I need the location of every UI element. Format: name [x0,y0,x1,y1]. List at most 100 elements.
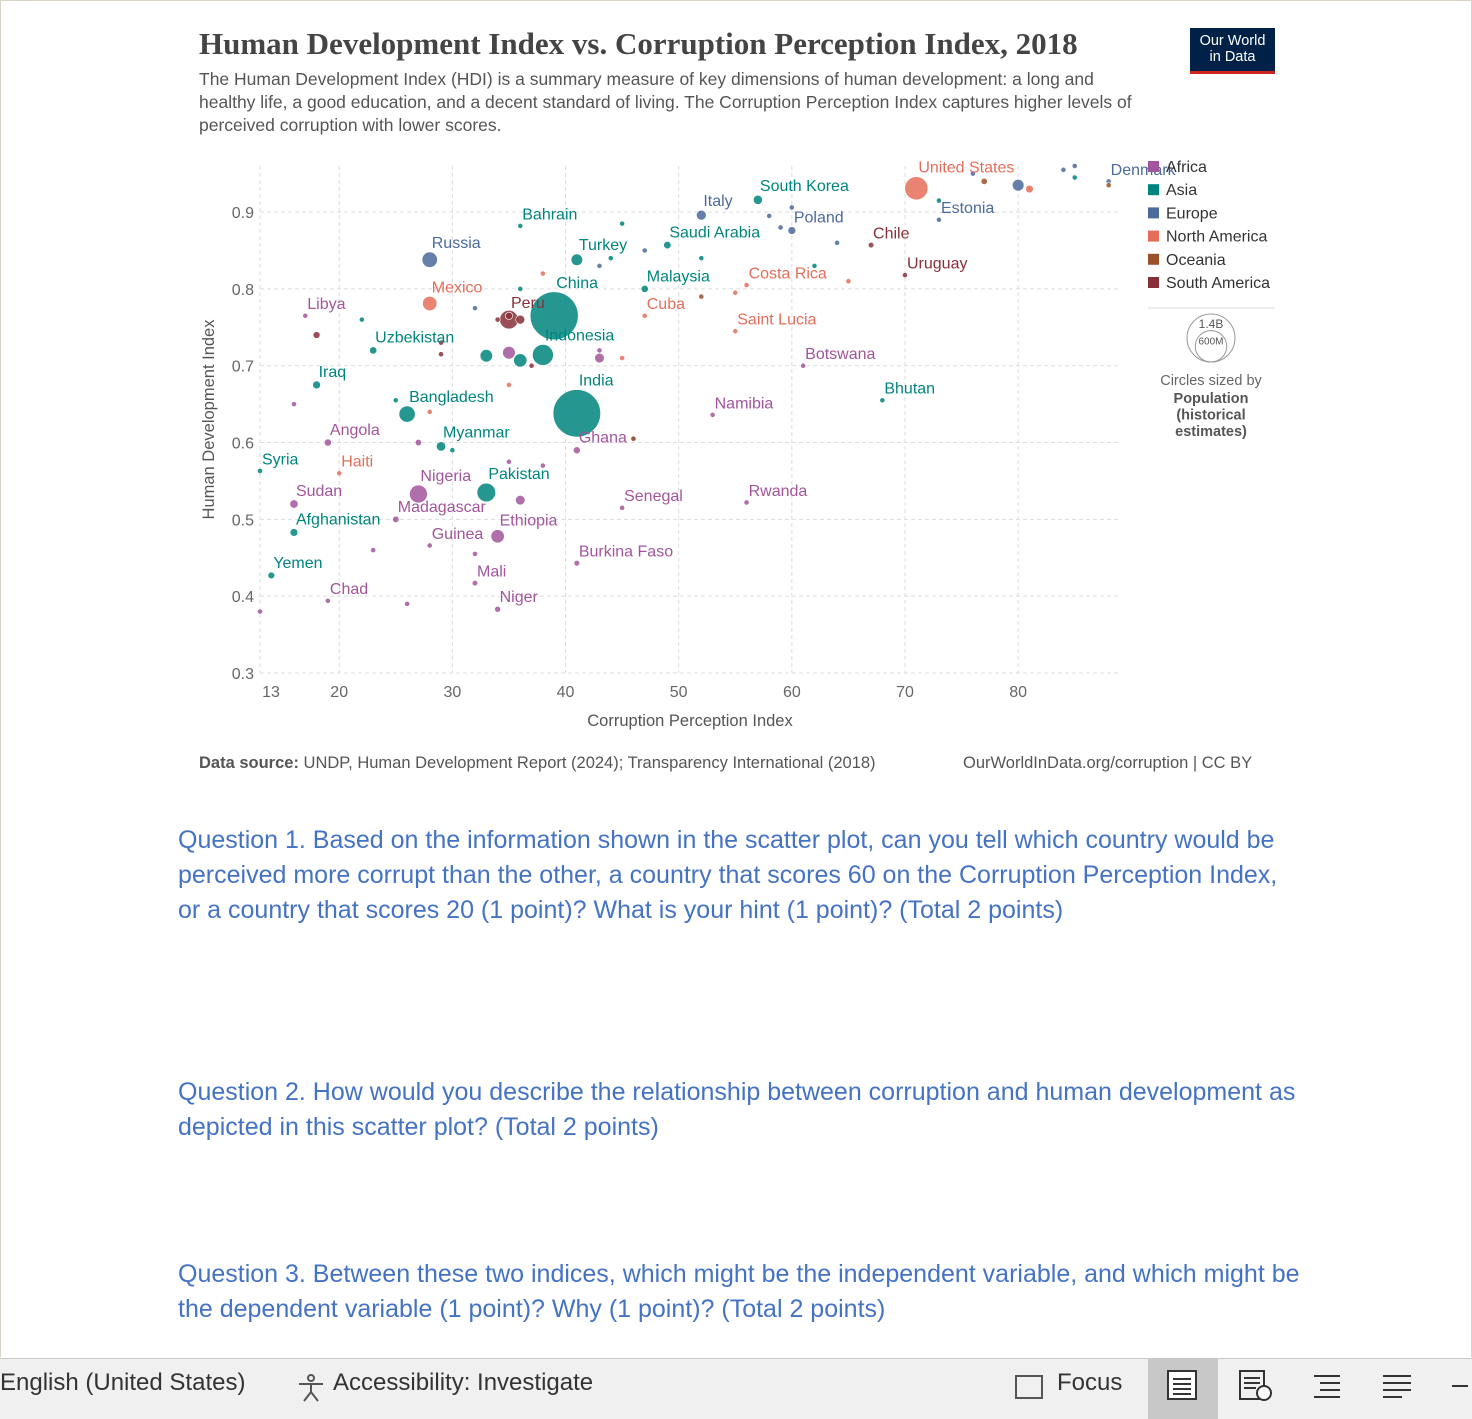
point-label: Yemen [273,555,322,572]
data-point [777,224,784,231]
source-url[interactable]: OurWorldInData.org/corruption | CC BY [963,754,1253,772]
point-label: Malaysia [647,268,710,285]
point-label: Chile [873,225,910,242]
data-point [879,397,886,404]
size-legend-label: 600M [1198,337,1223,348]
y-axis-label: Human Development Index [200,319,218,520]
data-point [698,293,705,300]
point-label: Botswana [805,346,875,363]
data-point [573,559,581,567]
x-tick-label: 20 [330,684,348,701]
data-point [392,397,399,404]
data-point [517,286,524,292]
data-point [607,255,614,262]
point-label: Afghanistan [296,512,381,529]
legend-label: Europe [1166,205,1218,222]
point-label: Saint Lucia [737,312,816,329]
data-point [392,515,400,523]
data-point [409,484,428,504]
legend-swatch [1148,277,1159,288]
data-point [513,353,528,368]
data-point [312,380,321,390]
data-point [867,242,875,249]
x-tick-label: 80 [1009,684,1027,701]
zoom-out[interactable] [1450,1381,1470,1391]
data-point [619,355,626,361]
y-tick-label: 0.9 [232,205,254,222]
y-tick-label: 0.3 [232,666,254,683]
point-label: Madagascar [398,499,487,516]
data-point [743,282,750,288]
accessibility[interactable]: Accessibility: Investigate [333,1369,594,1396]
size-legend-circle [1194,330,1228,363]
data-point [766,213,773,219]
data-point [358,316,365,323]
data-point [573,446,581,455]
data-point [471,580,479,587]
legend-label: Oceania [1166,252,1226,269]
data-point [619,504,626,511]
data-point [753,194,763,205]
data-point [404,600,411,607]
data-point [324,438,332,447]
y-tick-label: 0.5 [232,512,254,529]
data-point [449,447,456,454]
data-point [421,251,438,268]
question: Question 3. Between these two indices, w… [178,1260,1300,1323]
data-point [257,468,263,474]
data-point [517,223,524,229]
data-point [811,262,818,269]
point-label: Namibia [715,395,774,412]
y-tick-label: 0.4 [232,589,254,606]
data-point [369,346,378,355]
data-point [596,347,603,354]
x-tick-label: 50 [670,684,688,701]
point-label: Pakistan [488,466,549,483]
web-layout-icon[interactable] [1238,1369,1274,1403]
question: Question 2. How would you describe the r… [178,1078,1296,1141]
point-label: Bangladesh [409,389,494,406]
language[interactable]: English (United States) [0,1369,246,1396]
data-point [800,362,807,369]
data-point [370,547,377,553]
data-point [515,314,526,325]
data-point [472,305,478,312]
legend-label: Asia [1166,182,1197,199]
data-point [528,362,535,369]
point-label: Chad [330,581,368,598]
data-point [289,499,299,509]
point-label: Denmark [1111,162,1177,179]
data-point [398,405,416,423]
point-label: Rwanda [749,483,808,500]
logo: Our World in Data [1190,28,1275,74]
data-point [426,408,433,415]
point-label: Angola [330,422,380,439]
legend-label: North America [1166,229,1267,246]
legend-label: South America [1166,275,1270,292]
data-point [515,495,526,506]
data-point [1060,166,1067,173]
point-label: Indonesia [545,327,614,344]
point-label: Peru [511,295,545,312]
data-point [570,253,583,266]
data-point [969,170,976,177]
x-tick-label: 13 [262,684,280,701]
data-point [596,262,603,269]
data-point [438,351,444,358]
size-legend-label: 1.4B [1199,317,1224,331]
data-point [732,328,739,335]
outline-icon[interactable] [1310,1371,1344,1401]
data-point [709,411,716,418]
draft-icon[interactable] [1380,1371,1414,1401]
data-point [506,458,512,465]
data-point [506,382,512,388]
chart-subtitle: The Human Development Index (HDI) is a s… [199,69,1132,135]
data-point [267,571,276,580]
data-point [472,551,478,557]
data-point [529,291,579,341]
point-label: Libya [307,296,345,313]
y-tick-label: 0.6 [232,436,254,453]
data-point [505,311,513,320]
point-label: India [579,373,614,390]
focus[interactable]: Focus [1057,1369,1123,1396]
